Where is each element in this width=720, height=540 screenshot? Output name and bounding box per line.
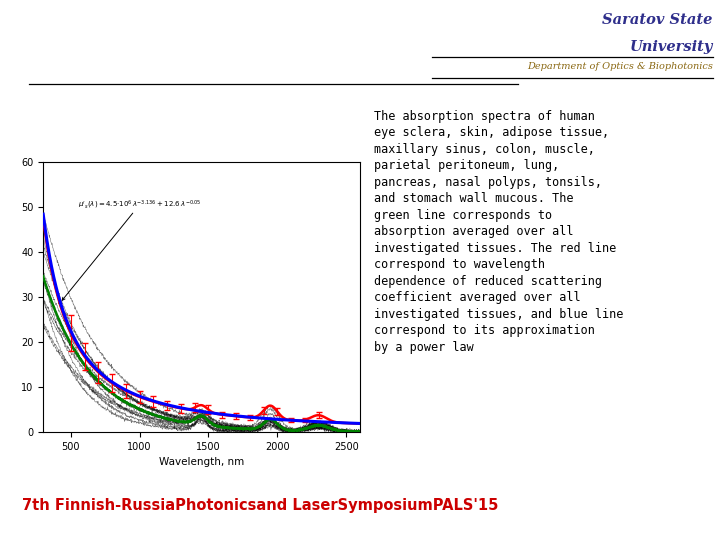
Text: Saratov State: Saratov State (603, 14, 713, 28)
X-axis label: Wavelength, nm: Wavelength, nm (159, 457, 244, 467)
Text: Department of Optics & Biophotonics: Department of Optics & Biophotonics (527, 62, 713, 71)
Text: The absorption spectra of human
eye sclera, skin, adipose tissue,
maxillary sinu: The absorption spectra of human eye scle… (374, 110, 624, 354)
Text: $\mu'_s(\lambda) = 4.5{\cdot}10^6\,\lambda^{-3.136} + 12.6\,\lambda^{-0.05}$: $\mu'_s(\lambda) = 4.5{\cdot}10^6\,\lamb… (62, 199, 202, 300)
Text: 7th Finnish-RussiaPhotonicsand LaserSymposiumPALS'15: 7th Finnish-RussiaPhotonicsand LaserSymp… (22, 498, 498, 513)
Text: University: University (629, 40, 713, 55)
